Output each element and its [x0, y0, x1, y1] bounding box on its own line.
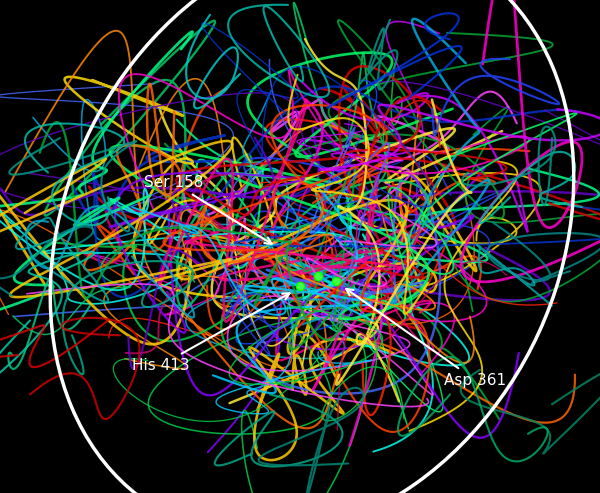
Text: Ser 158: Ser 158 [144, 176, 272, 244]
Text: His 413: His 413 [132, 293, 290, 373]
Text: Asp 361: Asp 361 [346, 289, 506, 387]
